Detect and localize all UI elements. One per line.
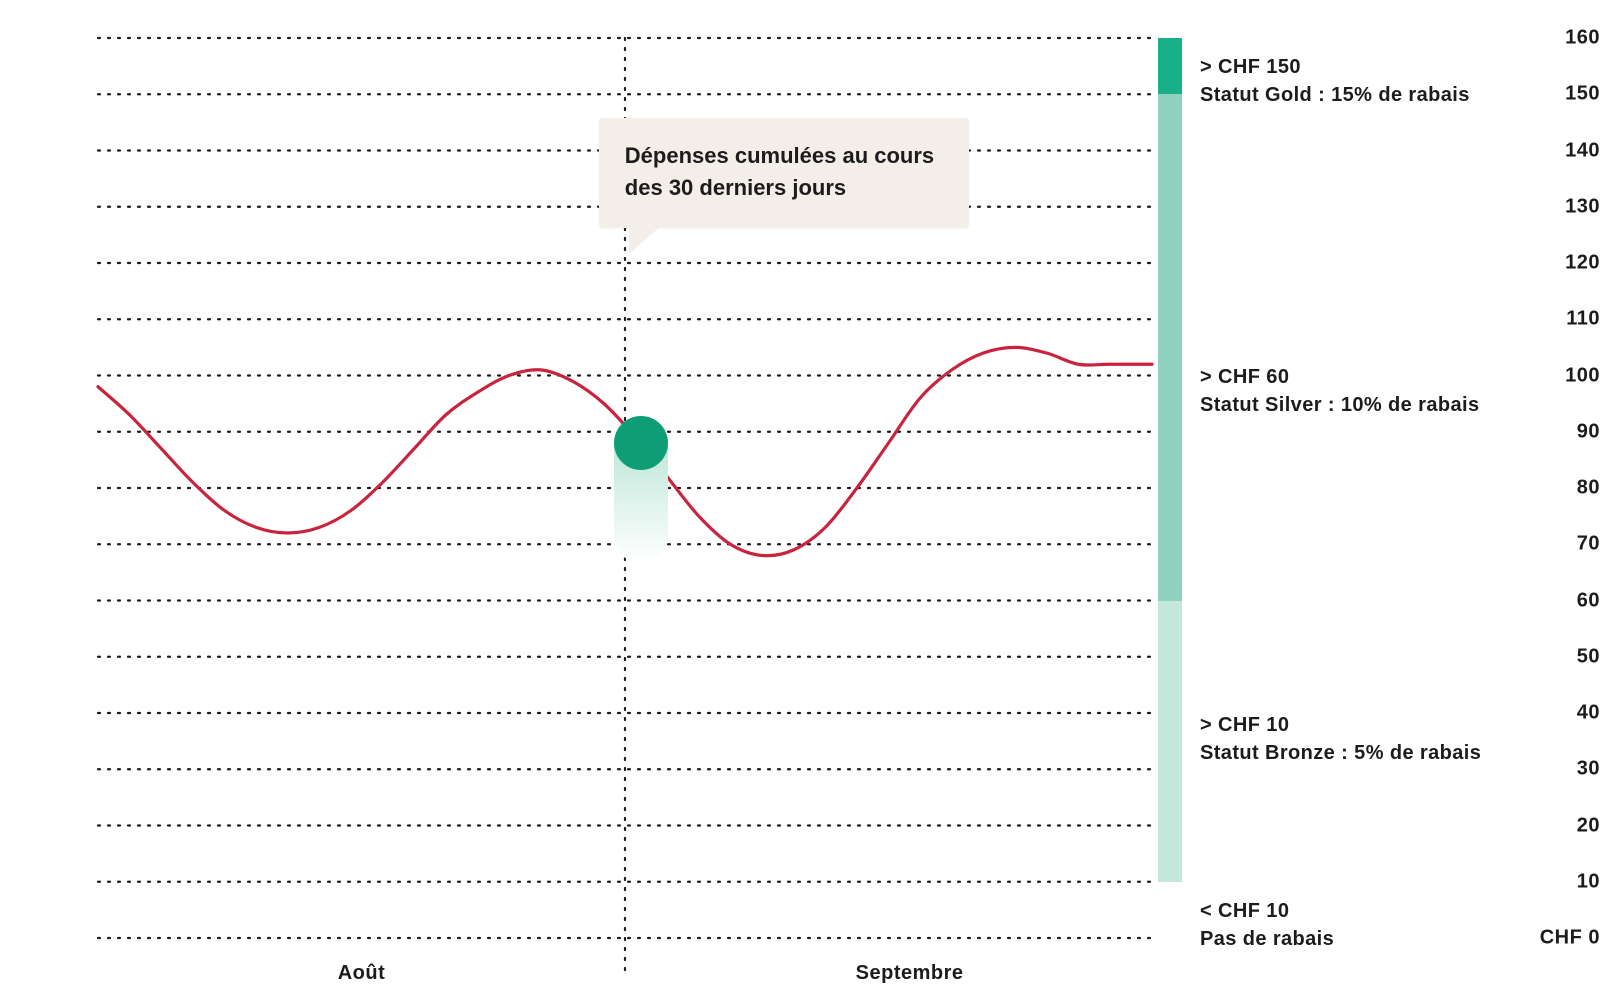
tier-band xyxy=(1158,94,1182,600)
x-tick-label: Août xyxy=(338,962,386,985)
tier-description-label: Statut Silver : 10% de rabais xyxy=(1200,394,1479,417)
tier-band xyxy=(1158,38,1182,94)
tier-threshold-label: > CHF 150 xyxy=(1200,56,1301,79)
tier-description-label: Pas de rabais xyxy=(1200,928,1334,951)
tier-description-label: Statut Gold : 15% de rabais xyxy=(1200,84,1470,107)
tier-description-label: Statut Bronze : 5% de rabais xyxy=(1200,742,1481,765)
tier-threshold-label: > CHF 60 xyxy=(1200,366,1289,389)
tier-band xyxy=(1158,882,1182,938)
marker-dot xyxy=(614,416,668,470)
tooltip-text: Dépenses cumulées au cours des 30 dernie… xyxy=(625,143,934,200)
tier-strip xyxy=(1158,38,1182,938)
chart-stage: CHF 010203040506070809010011012013014015… xyxy=(0,0,1600,1000)
tooltip: Dépenses cumulées au cours des 30 dernie… xyxy=(599,118,969,228)
tier-threshold-label: < CHF 10 xyxy=(1200,900,1289,923)
tier-threshold-label: > CHF 10 xyxy=(1200,714,1289,737)
x-tick-label: Septembre xyxy=(856,962,964,985)
tier-band xyxy=(1158,601,1182,882)
